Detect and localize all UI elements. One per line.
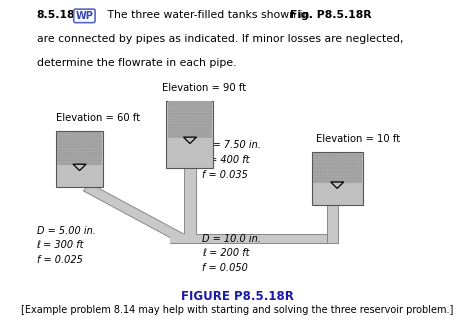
Text: The three water-filled tanks shown in: The three water-filled tanks shown in xyxy=(104,10,313,20)
Text: Elevation = 90 ft: Elevation = 90 ft xyxy=(163,83,246,93)
Text: FIGURE P8.5.18R: FIGURE P8.5.18R xyxy=(181,290,293,302)
Text: Fig. P8.5.18R: Fig. P8.5.18R xyxy=(290,10,372,20)
Bar xyxy=(327,205,338,243)
Text: are connected by pipes as indicated. If minor losses are neglected,: are connected by pipes as indicated. If … xyxy=(36,34,403,44)
Text: Elevation = 60 ft: Elevation = 60 ft xyxy=(56,113,140,123)
Bar xyxy=(170,234,196,243)
Bar xyxy=(168,101,212,138)
Bar xyxy=(313,153,362,183)
Text: [Example problem 8.14 may help with starting and solving the three reservoir pro: [Example problem 8.14 may help with star… xyxy=(21,305,453,315)
Text: D = 7.50 in.
ℓ = 400 ft
f = 0.035: D = 7.50 in. ℓ = 400 ft f = 0.035 xyxy=(202,140,261,180)
Bar xyxy=(311,152,363,205)
Bar xyxy=(170,234,196,243)
Text: Elevation = 10 ft: Elevation = 10 ft xyxy=(316,134,400,144)
Polygon shape xyxy=(83,183,185,242)
Text: determine the flowrate in each pipe.: determine the flowrate in each pipe. xyxy=(36,58,236,68)
Text: WP: WP xyxy=(75,11,93,21)
Bar xyxy=(166,101,213,168)
Text: 8.5.18R: 8.5.18R xyxy=(36,10,83,20)
Polygon shape xyxy=(184,168,196,234)
Bar xyxy=(56,131,103,187)
Text: D = 5.00 in.
ℓ = 300 ft
f = 0.025: D = 5.00 in. ℓ = 300 ft f = 0.025 xyxy=(36,226,95,265)
Text: D = 10.0 in.
ℓ = 200 ft
f = 0.050: D = 10.0 in. ℓ = 200 ft f = 0.050 xyxy=(202,234,261,273)
Bar xyxy=(57,132,102,165)
Bar xyxy=(170,234,338,243)
